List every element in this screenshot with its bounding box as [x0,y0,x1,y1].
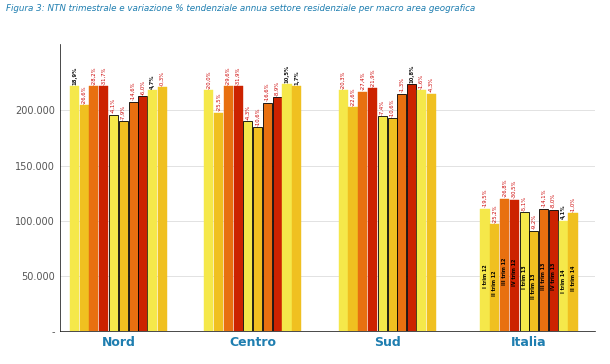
Bar [234,86,243,331]
Bar [529,231,539,331]
Bar [109,115,118,331]
Bar [539,209,548,331]
Text: -28,2%: -28,2% [92,66,96,85]
Text: 1,7%: 1,7% [294,70,300,85]
Text: -10,6%: -10,6% [255,107,260,126]
Bar [138,96,148,331]
Text: -1,0%: -1,0% [570,197,575,212]
Text: -7,9%: -7,9% [121,105,126,120]
Bar [339,91,348,331]
Bar [481,209,490,331]
Bar [282,84,292,331]
Text: -16,6%: -16,6% [265,83,270,101]
Text: -20,3%: -20,3% [341,71,346,89]
Bar [273,97,282,331]
Text: -4,3%: -4,3% [429,78,434,92]
Bar [510,200,519,331]
Bar [80,105,88,331]
Text: -1,6%: -1,6% [419,74,424,89]
Bar [158,87,167,331]
Bar [407,84,416,331]
Text: -0,3%: -0,3% [160,71,165,86]
Text: I trim 14: I trim 14 [561,270,565,293]
Bar [214,112,223,331]
Bar [263,103,272,331]
Bar [253,127,262,331]
Bar [569,213,578,331]
Text: -31,9%: -31,9% [235,66,241,85]
Text: 10,8%: 10,8% [409,64,414,83]
Bar [243,122,253,331]
Text: -29,6%: -29,6% [226,66,231,85]
Bar [358,92,367,331]
Text: -26,8%: -26,8% [502,179,507,197]
Text: -30,5%: -30,5% [512,180,517,198]
Text: -10,6%: -10,6% [390,98,395,117]
Text: II trim 13: II trim 13 [531,273,536,299]
Bar [387,118,397,331]
Text: 10,5%: 10,5% [284,64,290,83]
Bar [490,224,500,331]
Bar [224,86,233,331]
Bar [520,212,529,331]
Bar [348,107,357,331]
Text: 18,9%: 18,9% [72,66,77,85]
Text: I trim 13: I trim 13 [522,266,526,289]
Text: -9,2%: -9,2% [531,214,536,229]
Text: -6,0%: -6,0% [140,80,145,95]
Text: -4,1%: -4,1% [111,98,116,114]
Text: -25,2%: -25,2% [492,204,497,223]
Bar [378,116,387,331]
Text: -8,9%: -8,9% [274,81,280,96]
Text: -19,5%: -19,5% [483,189,487,207]
Text: Figura 3: NTN trimestrale e variazione % tendenziale annua settore residenziale : Figura 3: NTN trimestrale e variazione %… [6,4,475,13]
Text: -1,3%: -1,3% [400,78,404,92]
Text: -8,0%: -8,0% [551,193,556,208]
Text: III trim 13: III trim 13 [541,262,546,290]
Bar [417,91,426,331]
Text: III trim 12: III trim 12 [502,258,507,285]
Bar [148,91,157,331]
Bar [559,221,568,331]
Text: 4,7%: 4,7% [150,75,155,89]
Text: IV trim 12: IV trim 12 [512,258,517,286]
Bar [427,94,436,331]
Text: -5,1%: -5,1% [522,195,526,211]
Bar [500,199,509,331]
Text: -14,6%: -14,6% [131,82,135,100]
Bar [549,210,558,331]
Bar [204,91,214,331]
Text: -7,4%: -7,4% [380,99,385,115]
Text: IV trim 13: IV trim 13 [551,263,556,290]
Text: -20,0%: -20,0% [206,71,211,89]
Text: -14,1%: -14,1% [541,189,546,207]
Text: -22,6%: -22,6% [351,87,356,106]
Text: II trim 14: II trim 14 [570,265,575,291]
Text: -31,7%: -31,7% [101,66,106,85]
Text: -27,4%: -27,4% [361,72,365,90]
Bar [90,86,98,331]
Bar [397,94,406,331]
Text: -26,6%: -26,6% [82,85,87,103]
Bar [119,122,128,331]
Bar [99,86,109,331]
Bar [292,86,301,331]
Bar [70,86,79,331]
Text: II trim 12: II trim 12 [492,270,497,296]
Text: -21,9%: -21,9% [370,68,375,87]
Bar [129,102,138,331]
Text: 4,1%: 4,1% [561,205,565,219]
Text: I trim 12: I trim 12 [483,264,487,288]
Text: -25,5%: -25,5% [216,93,221,111]
Bar [368,88,377,331]
Text: -4,3%: -4,3% [245,105,251,120]
